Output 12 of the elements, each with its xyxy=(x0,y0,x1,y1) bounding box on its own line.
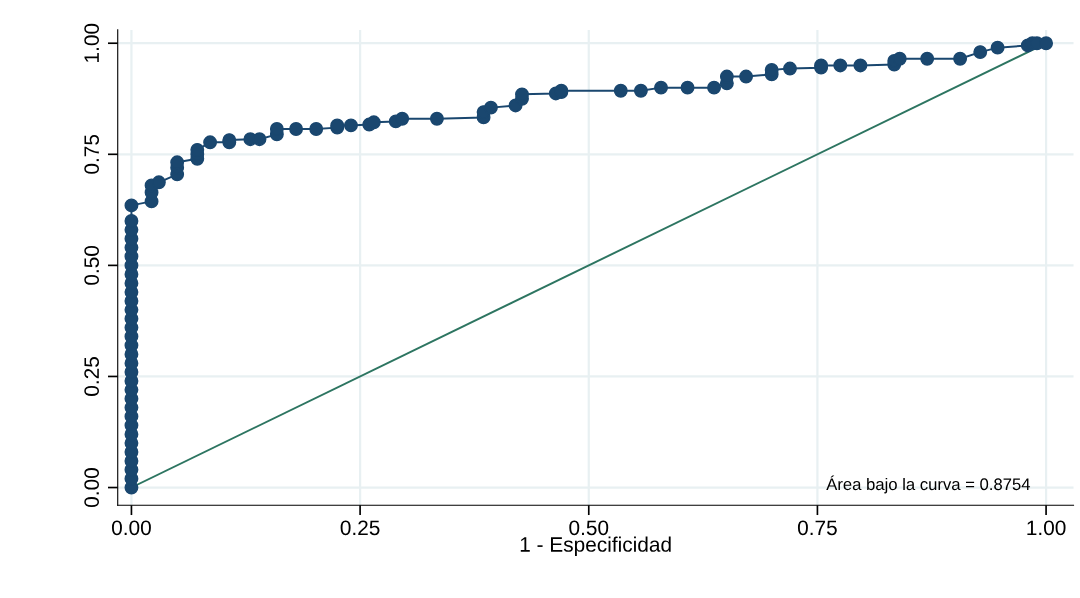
y-tick-label: 0.25 xyxy=(84,357,100,396)
x-tick-label: 1.00 xyxy=(1027,520,1066,536)
annotation: Área bajo la curva = 0.8754 xyxy=(826,475,1031,494)
x-tick-label: 0.75 xyxy=(797,520,837,536)
y-tick-label: 0.50 xyxy=(84,245,100,285)
y-tick-label: 0.00 xyxy=(84,468,100,507)
y-tick-label: 1.00 xyxy=(84,23,100,62)
x-tick-label: 0.50 xyxy=(569,520,609,536)
y-tick-label: 0.75 xyxy=(84,134,100,174)
x-axis-title: 1 - Especificidad xyxy=(520,536,671,556)
x-tick-label: 0.00 xyxy=(111,520,151,536)
x-tick-label: 0.25 xyxy=(340,520,380,536)
